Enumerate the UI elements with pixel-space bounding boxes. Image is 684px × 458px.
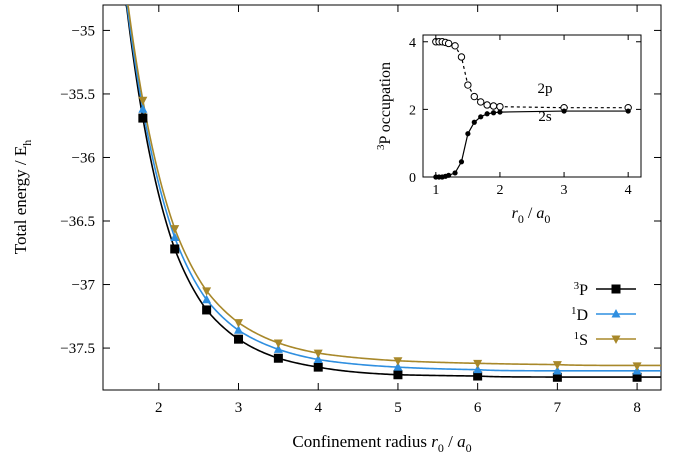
point-1S: [273, 339, 283, 348]
inset-point-2s: [478, 114, 484, 120]
inset-x-tick-label: 2: [496, 183, 503, 198]
main-x-axis-label: Confinement radius r0 / a0: [292, 432, 471, 455]
point-1D: [273, 344, 283, 353]
y-tick-label: −37.5: [60, 341, 95, 357]
point-3P: [202, 305, 212, 315]
inset-axes-ticks: 1 2 3 4 0 2 4: [409, 35, 641, 198]
main-y-axis-label: Total energy / Eh: [11, 140, 34, 255]
inset-annotation-2p: 2p: [538, 81, 553, 97]
legend-letter: S: [579, 332, 588, 349]
series-line-3P: [125, 5, 661, 378]
inset-point-2s: [458, 159, 465, 165]
main-plot-area: [125, 5, 661, 382]
inset-y-axis-label: 3P occupation: [375, 62, 394, 150]
point-3P: [552, 372, 562, 382]
point-1S: [170, 225, 180, 234]
legend-marker-3P: [611, 284, 621, 294]
inset-point-2s: [497, 109, 503, 115]
point-1D: [552, 365, 562, 375]
inset-point-2p: [457, 53, 466, 61]
point-1D: [138, 104, 148, 113]
inset-y-tick-label: 0: [409, 171, 416, 186]
point-1S: [202, 287, 212, 296]
y-tick-label: −35.5: [60, 87, 95, 103]
legend-marker-1S: [611, 335, 621, 344]
x-tick-label: 2: [155, 400, 163, 416]
x-tick-label: 4: [314, 400, 322, 416]
point-3P: [273, 353, 283, 363]
legend-letter: P: [579, 282, 588, 299]
legend-marker-1D: [611, 309, 621, 318]
point-3P: [473, 371, 483, 381]
point-1S: [234, 319, 244, 328]
point-3P: [313, 362, 323, 372]
inset-point-2p: [464, 81, 472, 89]
inset-point-2s: [471, 119, 477, 125]
inset-y-tick-label: 2: [409, 103, 416, 118]
point-1D: [170, 232, 180, 242]
point-1D: [202, 294, 212, 304]
main-axes-ticks: 2 3 4 5 6 7 8 −35 −35.5 −36 −36.5 −37 −37.5: [60, 5, 661, 416]
inset-point-2p: [489, 102, 498, 110]
inset-point-2s: [561, 108, 567, 114]
inset-point-2s: [490, 110, 497, 116]
legend-label-1S: 1S: [574, 330, 588, 349]
x-tick-label: 6: [474, 400, 482, 416]
inset-x-tick-label: 3: [561, 183, 568, 198]
inset-background: [422, 34, 642, 178]
series-line-1S: [127, 5, 661, 367]
legend-sup: 1: [574, 330, 580, 342]
inset-point-2s: [465, 131, 471, 137]
legend-letter: D: [576, 307, 588, 324]
point-1S: [313, 349, 323, 359]
inset-point-2s: [446, 172, 452, 178]
inset-point-2p: [470, 92, 478, 101]
point-3P: [632, 372, 642, 382]
point-1S: [393, 357, 403, 366]
inset-point-2p: [451, 42, 459, 50]
x-tick-label: 7: [554, 400, 562, 416]
inset-x-axis-label: r0 / a0: [512, 205, 551, 226]
y-tick-label: −36: [72, 150, 96, 166]
main-plot-frame: [102, 4, 662, 391]
point-3P: [138, 113, 148, 123]
y-tick-label: −37: [72, 278, 96, 294]
x-tick-label: 8: [633, 400, 641, 416]
inset-x-tick-label: 1: [432, 183, 439, 198]
inset-point-2s: [484, 111, 490, 117]
point-1D: [313, 354, 323, 364]
inset-point-2p: [477, 98, 485, 106]
point-1D: [393, 362, 403, 371]
point-1S: [138, 96, 148, 106]
inset-point-2p: [483, 101, 491, 109]
point-3P: [234, 334, 244, 344]
y-tick-label: −36.5: [60, 214, 95, 230]
inset-point-2p: [496, 102, 504, 111]
x-tick-label: 5: [394, 400, 402, 416]
point-1D: [234, 325, 244, 334]
inset-point-2p: [444, 39, 453, 48]
inset-y-tick-label: 4: [409, 36, 416, 51]
point-1S: [552, 361, 562, 370]
y-tick-label: −35: [72, 23, 95, 39]
legend-label-1D: 1D: [571, 305, 588, 324]
point-3P: [170, 244, 180, 254]
legend-sup: 1: [571, 305, 577, 317]
point-1D: [473, 364, 483, 374]
inset-annotation-2s: 2s: [538, 109, 552, 125]
x-tick-label: 3: [235, 400, 243, 416]
point-3P: [393, 370, 403, 380]
legend-sup: 3: [574, 280, 580, 292]
legend-label-3P: 3P: [574, 280, 589, 299]
point-1S: [632, 362, 642, 371]
series-line-1D: [126, 5, 661, 372]
point-1S: [473, 359, 483, 369]
inset-x-tick-label: 4: [625, 183, 632, 198]
inset-point-2s: [452, 170, 458, 176]
inset-point-2s: [625, 108, 631, 114]
